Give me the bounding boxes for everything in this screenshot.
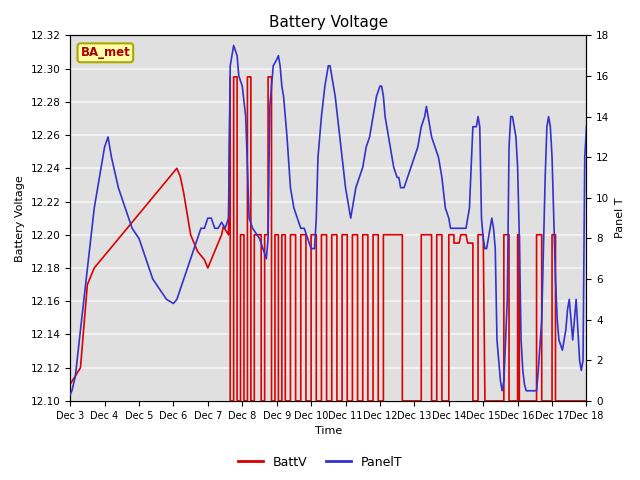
X-axis label: Time: Time: [315, 426, 342, 436]
Title: Battery Voltage: Battery Voltage: [269, 15, 388, 30]
Legend: BattV, PanelT: BattV, PanelT: [232, 451, 408, 474]
Y-axis label: Battery Voltage: Battery Voltage: [15, 175, 25, 262]
Text: BA_met: BA_met: [81, 46, 130, 60]
Y-axis label: Panel T: Panel T: [615, 198, 625, 239]
